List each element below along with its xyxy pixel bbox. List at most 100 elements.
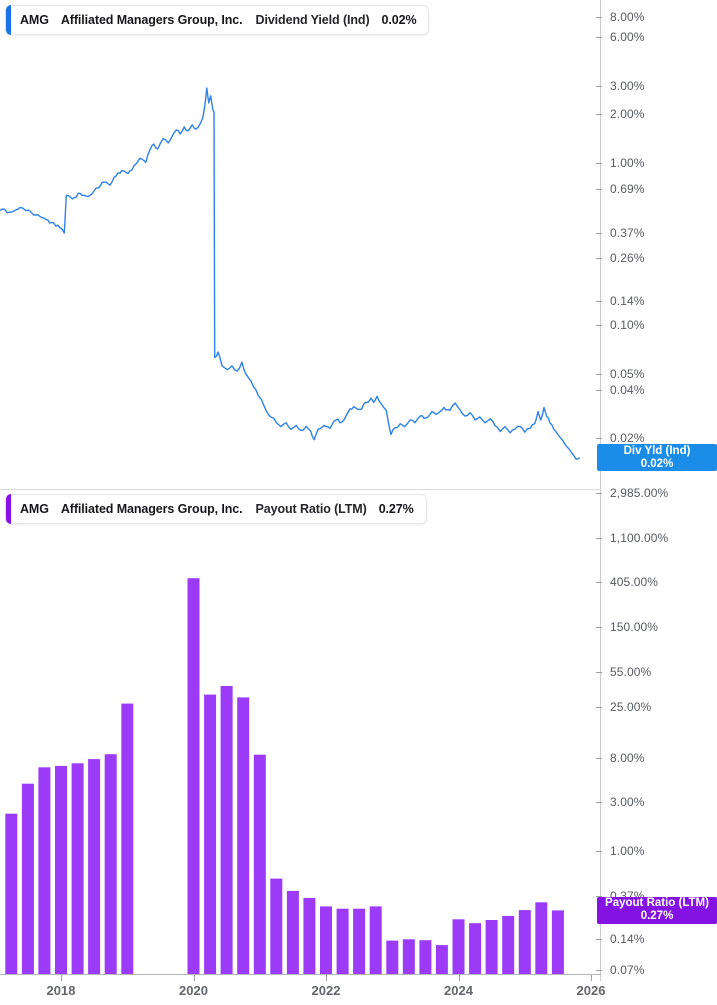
x-axis-label: 2024 (444, 983, 473, 998)
y-axis-tick (596, 626, 602, 628)
payout-ratio-bar[interactable] (55, 765, 67, 974)
payout-ratio-bar[interactable] (369, 906, 382, 974)
x-axis-label: 2022 (311, 983, 341, 998)
payout-ratio-bar[interactable] (336, 908, 349, 974)
y-axis-label: 0.26% (610, 250, 645, 265)
dividend-yield-value-badge: Div Yld (Ind) 0.02% (597, 444, 717, 471)
ticker-symbol: AMG (20, 502, 49, 516)
y-axis-tick (596, 373, 602, 375)
payout-ratio-bar[interactable] (270, 878, 283, 974)
y-axis-tick (596, 707, 602, 708)
x-axis-tick (458, 975, 460, 981)
metric-value: 0.02% (381, 13, 417, 27)
payout-ratio-bar[interactable] (452, 919, 465, 974)
payout-ratio-bar[interactable] (535, 902, 548, 974)
y-axis-tick (596, 389, 602, 391)
y-axis-tick (596, 801, 602, 803)
y-axis-label: 3.00% (610, 78, 645, 93)
metric-value: 0.27% (378, 502, 414, 516)
company-name: Affiliated Managers Group, Inc. (60, 502, 243, 516)
badge-label: Div Yld (Ind) (623, 444, 691, 457)
badge-label: Payout Ratio (LTM) (605, 897, 709, 910)
payout-ratio-bar[interactable] (419, 940, 432, 974)
payout-ratio-bar[interactable] (320, 906, 332, 974)
payout-ratio-bar[interactable] (485, 920, 498, 974)
payout-ratio-bar[interactable] (303, 898, 316, 974)
payout-ratio-bar[interactable] (220, 686, 233, 974)
y-axis-label: 0.04% (610, 382, 645, 397)
right-axis-line (600, 0, 601, 981)
x-axis-tick (193, 975, 195, 981)
payout-ratio-bar[interactable] (204, 694, 217, 974)
payout-ratio-bar[interactable] (353, 908, 366, 974)
payout-ratio-bar[interactable] (435, 945, 448, 974)
x-axis-line (0, 974, 601, 975)
y-axis-label: 2,985.00% (610, 486, 669, 501)
y-axis-tick (596, 257, 602, 259)
y-axis-label: 0.05% (610, 366, 645, 381)
purple-accent-bar (6, 494, 11, 524)
payout-ratio-bar[interactable] (5, 813, 18, 974)
payout-ratio-bar[interactable] (88, 759, 101, 974)
x-axis-label: 2026 (576, 983, 606, 998)
x-axis-tick (61, 975, 62, 981)
badge-value: 0.27% (640, 910, 674, 923)
company-name: Affiliated Managers Group, Inc. (60, 13, 243, 27)
payout-ratio-bar[interactable] (469, 923, 482, 974)
ticker-symbol: AMG (20, 13, 49, 27)
payout-ratio-legend-chip[interactable]: AMG Affiliated Managers Group, Inc. Payo… (5, 494, 427, 524)
payout-ratio-bar[interactable] (253, 754, 266, 974)
payout-ratio-bar[interactable] (237, 697, 250, 974)
y-axis-tick (596, 895, 602, 897)
y-axis-label: 1,100.00% (610, 530, 669, 545)
y-axis-tick (596, 582, 602, 584)
y-axis-label: 55.00% (610, 664, 652, 679)
y-axis-label: 0.14% (610, 294, 645, 309)
payout-ratio-bar[interactable] (104, 754, 117, 974)
y-axis-tick (596, 537, 602, 539)
payout-ratio-bar[interactable] (21, 783, 34, 974)
y-axis-tick (596, 163, 602, 164)
blue-accent-bar (6, 5, 11, 35)
x-axis-tick (326, 975, 327, 981)
x-axis-tick (591, 975, 592, 981)
y-axis-label: 0.02% (610, 431, 645, 446)
y-axis-tick (596, 16, 602, 18)
y-axis-tick (596, 758, 602, 759)
y-axis-tick (596, 493, 602, 495)
y-axis-tick (596, 938, 602, 940)
payout-ratio-bar[interactable] (402, 939, 415, 974)
y-axis-label: 0.69% (610, 182, 645, 197)
y-axis-label: 0.10% (610, 318, 645, 332)
payout-ratio-bar[interactable] (502, 916, 515, 974)
metric-name: Payout Ratio (LTM) (255, 502, 367, 516)
y-axis-tick (596, 85, 602, 87)
y-axis-label: 1.00% (610, 844, 645, 858)
payout-ratio-bar[interactable] (386, 940, 399, 974)
y-axis-label: 8.00% (610, 751, 645, 765)
y-axis-tick (596, 114, 602, 116)
payout-ratio-value-badge: Payout Ratio (LTM) 0.27% (597, 896, 717, 924)
y-axis-tick (596, 189, 602, 191)
payout-ratio-bar[interactable] (71, 763, 84, 974)
y-axis-label: 2.00% (610, 107, 645, 122)
payout-ratio-bar[interactable] (551, 910, 564, 974)
payout-ratio-bar[interactable] (518, 910, 531, 974)
y-axis-label: 405.00% (610, 575, 659, 590)
y-axis-tick (596, 671, 602, 673)
panel-divider (0, 489, 601, 490)
y-axis-tick (596, 438, 602, 440)
y-axis-tick (596, 301, 602, 303)
payout-ratio-bar[interactable] (38, 767, 51, 974)
y-axis-tick (596, 325, 602, 326)
payout-ratio-bar[interactable] (187, 578, 200, 974)
y-axis-tick (596, 851, 602, 852)
y-axis-tick (596, 970, 602, 971)
y-axis-label: 8.00% (610, 9, 645, 24)
payout-ratio-bar[interactable] (286, 890, 299, 974)
payout-ratio-bar[interactable] (121, 703, 134, 974)
dividend-yield-legend-chip[interactable]: AMG Affiliated Managers Group, Inc. Divi… (5, 5, 430, 35)
y-axis-label: 3.00% (610, 794, 645, 809)
